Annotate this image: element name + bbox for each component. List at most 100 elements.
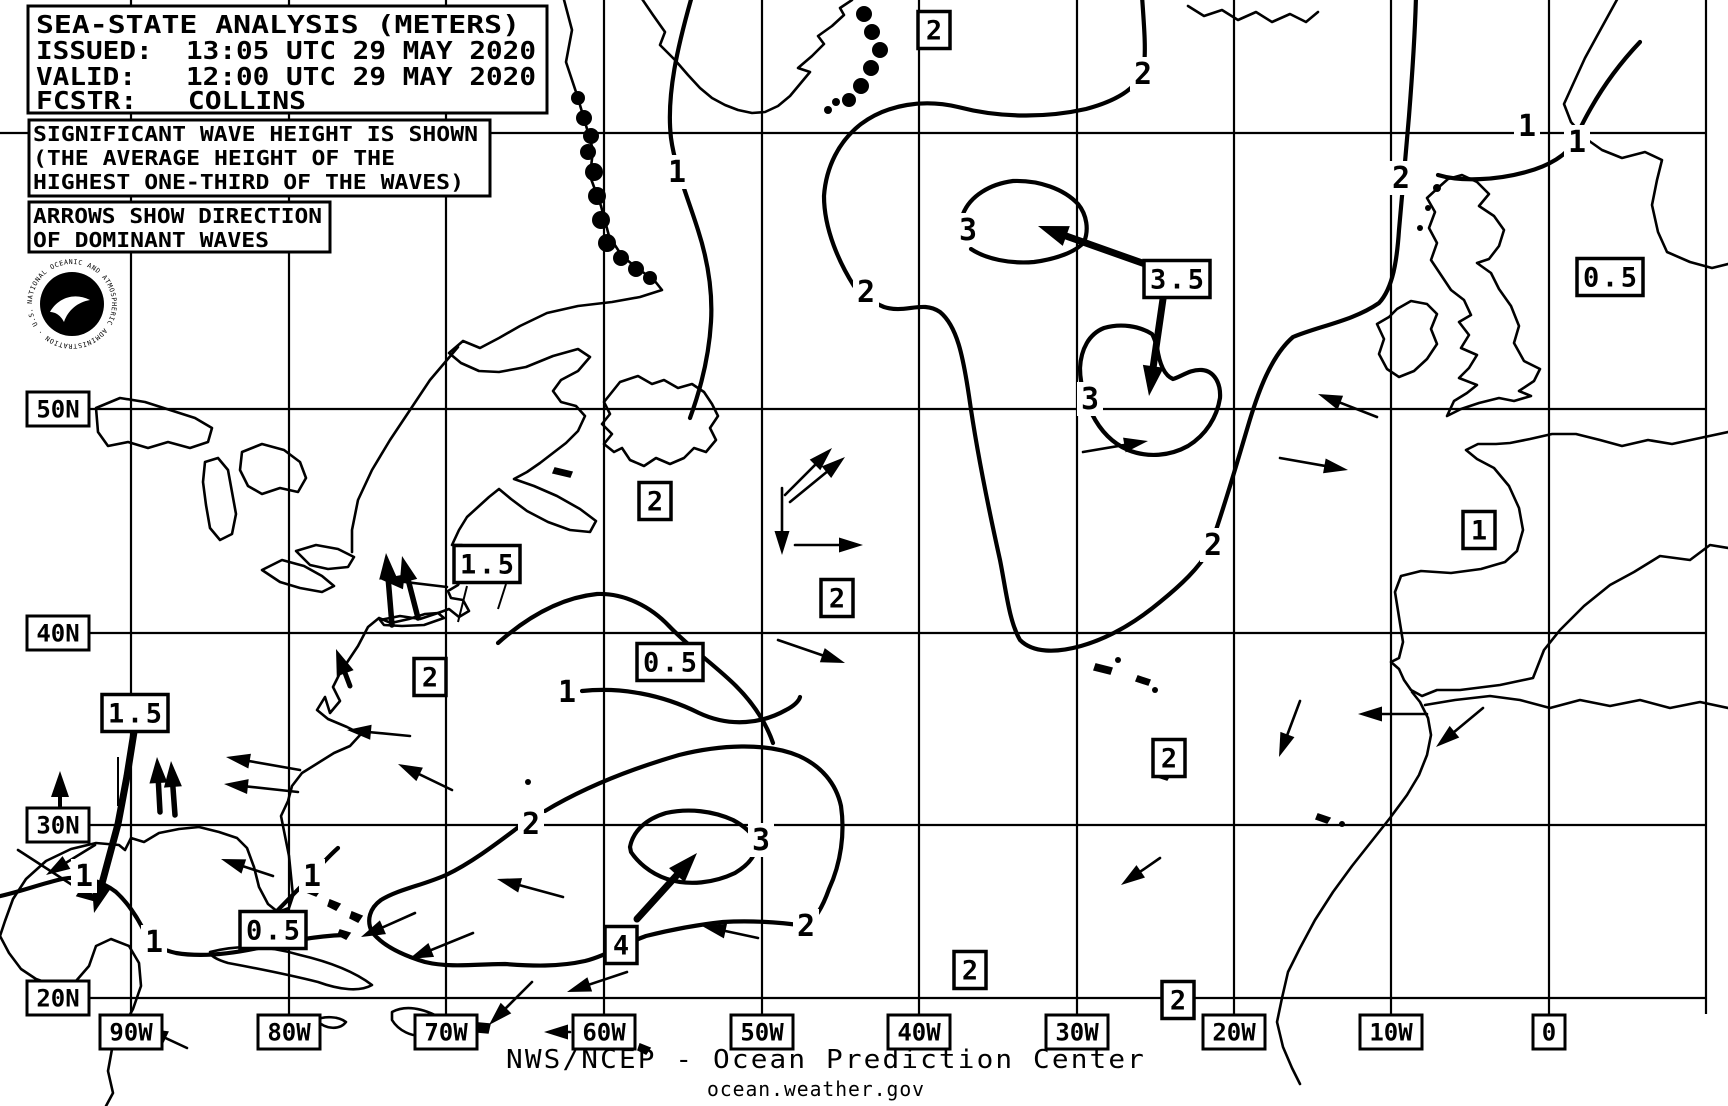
ice-edge-dot [571,91,585,105]
footer-org: NWS/NCEP - Ocean Prediction Center [506,1045,1146,1075]
wave-height-value: 2 [962,956,978,987]
dominant-wave-arrow-head [702,923,728,939]
grid-label-box [256,1013,322,1051]
wave-height-contour [367,744,845,968]
grid-label: 0 [1542,1019,1556,1047]
grid-label: 50W [740,1019,784,1047]
wave-height-box [637,480,673,522]
grid-label: 20W [1212,1019,1256,1047]
note1-line3: HIGHEST ONE-THIRD OF THE WAVES) [33,170,464,194]
wave-arrow-layer [16,226,1485,1050]
dominant-wave-arrow-head [347,724,372,740]
wave-height-value: 1.5 [108,699,162,730]
contour-label-bg [554,675,580,709]
island [1093,663,1113,675]
coastline [1423,694,1728,710]
contour-value-label: 2 [1204,528,1222,563]
grid-label-box [413,1013,479,1051]
wave-height-box [1151,737,1187,779]
wave-height-value: 0.5 [643,648,697,679]
footer-url: ocean.weather.gov [707,1077,925,1101]
dominant-wave-arrow-head [398,764,423,782]
arrows-note-box: ARROWS SHOW DIRECTION OF DOMINANT WAVES [27,200,332,254]
contour-value-label: 2 [1134,57,1152,92]
contour-value-label: 1 [668,155,686,190]
dominant-wave-arrow-head [224,779,249,795]
island [327,899,342,911]
dominant-wave-arrow-head [1436,725,1460,747]
grid-label: 50N [36,396,79,424]
contour-value-label: 3 [752,823,770,858]
ice-edge-dot [588,187,606,205]
coastline [1375,299,1439,379]
ice-edge-dot [583,128,599,144]
contour-label-bg [299,859,325,893]
dominant-wave-arrow-bold-head [51,771,69,797]
grid-label-box [1358,1013,1424,1051]
contour-value-label: 1 [75,859,93,894]
wave-height-contour [960,178,1089,265]
ice-edge-dot [1115,657,1121,663]
grid-label-box [25,979,91,1017]
coastline [294,543,356,571]
contour-value-label: 3 [1081,382,1099,417]
grid-label: 40W [897,1019,941,1047]
label-leader-line [457,585,468,623]
grid-label-box [1044,1013,1110,1051]
title-box: SEA-STATE ANALYSIS (METERS) ISSUED: 13:0… [26,4,549,115]
coastline [1425,173,1542,418]
island [1135,675,1151,686]
dominant-wave-arrow-head [489,1002,512,1025]
dominant-wave-arrow-bold-head [669,853,697,883]
ice-edge-dot [643,271,657,285]
ice-edge-dot [580,144,596,160]
ice-edge-dot [598,234,616,252]
dominant-wave-arrow-bold-shaft [1147,295,1167,384]
dominant-wave-arrow-head [361,920,386,937]
ice-edge-dot [824,106,832,114]
wave-height-value: 2 [647,487,663,518]
dominant-wave-arrow-bold-head [149,757,168,784]
grid-label-box [25,806,91,844]
grid-label: 20N [36,985,79,1013]
contour-value-label: 3 [959,213,977,248]
contour-value-label: 1 [1568,125,1586,160]
grid-label: 10W [1369,1019,1413,1047]
contour-value-label: 1 [303,859,321,894]
dominant-wave-arrow-head [819,648,845,663]
grid-label-box [98,1013,164,1051]
dominant-wave-arrow-bold-shaft [94,728,138,901]
dominant-wave-arrow-bold-head [163,761,182,788]
forecaster: FCSTR: COLLINS [36,86,306,115]
ice-edge-dot [613,250,629,266]
ice-edge-dot [864,24,880,40]
ice-edge-dot [842,93,856,107]
coastline [641,0,854,115]
noaa-gull-icon [50,296,90,322]
note2-line2: OF DOMINANT WAVES [33,228,269,252]
dominant-wave-arrow-bold-head [379,553,398,580]
coastline [201,456,238,542]
dominant-wave-arrow-head [1323,458,1348,474]
dominant-wave-arrow-bold-head [1038,226,1070,246]
wave-height-value: 2 [926,16,942,47]
dominant-wave-arrow-head [1358,706,1382,722]
wave-height-box [603,924,639,966]
ice-edge-dot [856,6,872,22]
wave-height-note-box: SIGNIFICANT WAVE HEIGHT IS SHOWN (THE AV… [27,118,492,198]
wave-height-value: 3.5 [1150,265,1204,296]
wave-height-contour [495,591,776,746]
coastline [208,945,374,991]
wave-height-box [412,656,448,698]
dominant-wave-arrow-bold-head [336,649,354,677]
contour-label-bg [793,909,819,943]
ice-edge-dot [585,163,603,181]
wave-height-value: 2 [1161,744,1177,775]
dominant-wave-arrow-head [567,977,593,992]
coastline [1186,4,1320,24]
grid-label-box [25,390,91,428]
dominant-wave-arrow-head [809,448,832,471]
wave-height-value: 1 [1471,516,1487,547]
